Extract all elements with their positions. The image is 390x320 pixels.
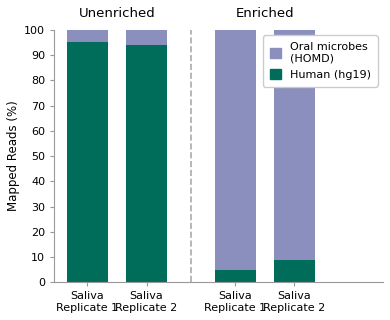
Bar	[67, 30, 108, 43]
Legend: Oral microbes
(HOMD), Human (hg19): Oral microbes (HOMD), Human (hg19)	[263, 35, 378, 87]
Y-axis label: Mapped Reads (%): Mapped Reads (%)	[7, 101, 20, 212]
Text: Enriched: Enriched	[236, 7, 294, 20]
Bar	[67, 43, 108, 283]
Bar	[274, 260, 315, 283]
Bar	[126, 45, 167, 283]
Bar	[215, 270, 255, 283]
Bar	[215, 30, 255, 270]
Bar	[126, 30, 167, 45]
Text: Unenriched: Unenriched	[79, 7, 155, 20]
Bar	[274, 30, 315, 260]
